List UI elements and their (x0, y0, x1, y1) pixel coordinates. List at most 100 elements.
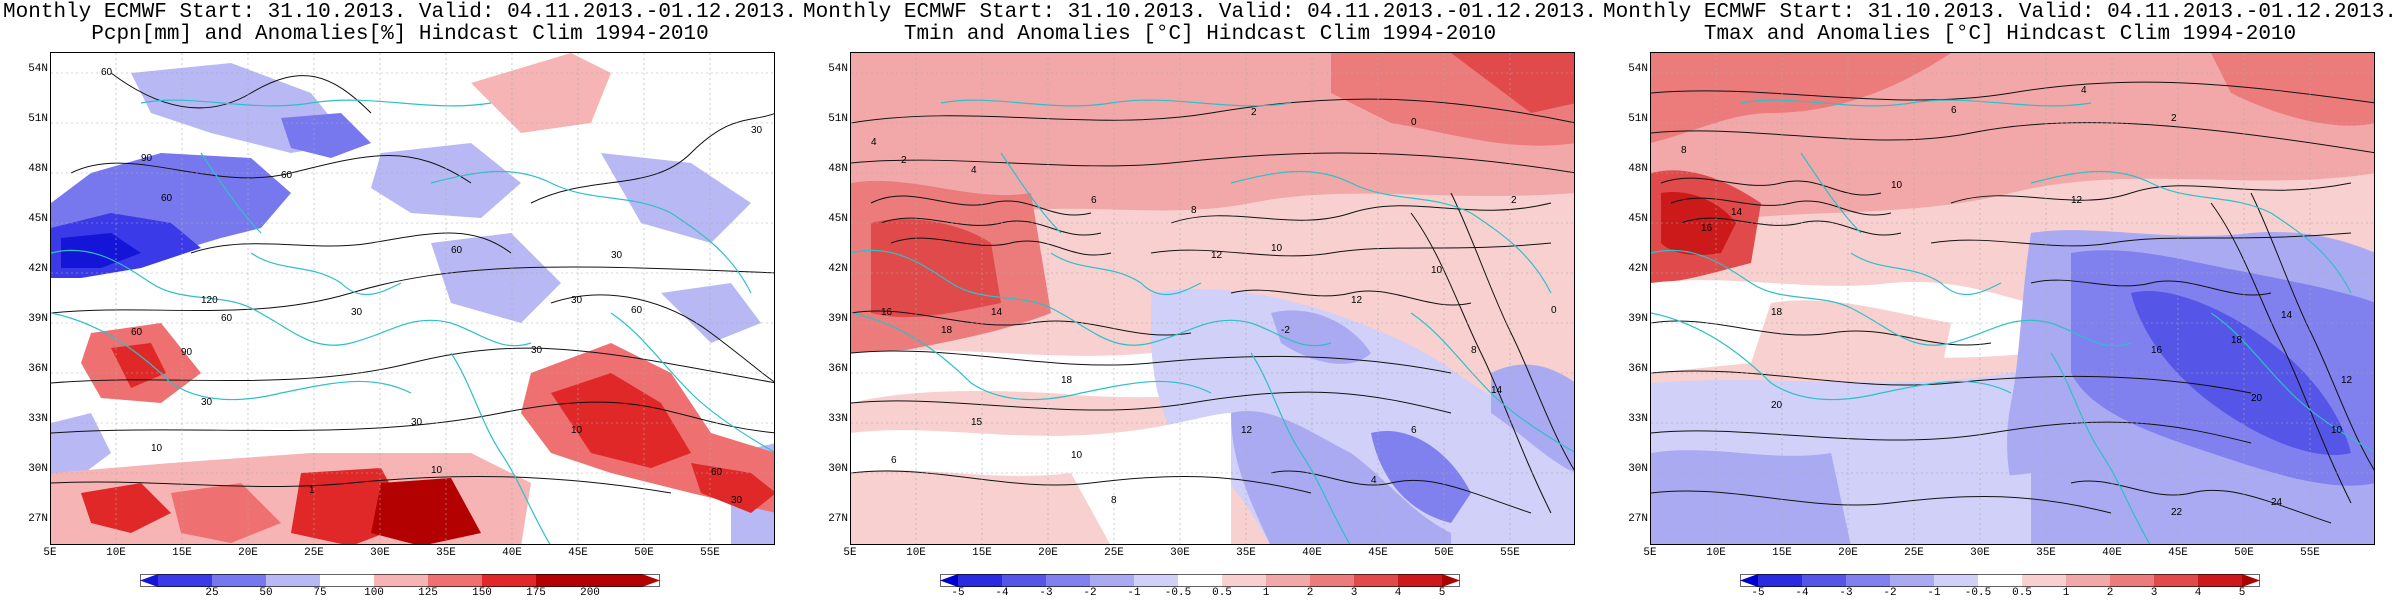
x-axis-label: 20E (1038, 547, 1058, 559)
x-axis-label: 40E (2102, 547, 2122, 559)
colorbar-swatch (1310, 574, 1354, 587)
contour-label: 16 (881, 307, 893, 318)
contour-label: 2 (901, 155, 907, 166)
colorbar-swatch (642, 574, 660, 587)
x-axis-label: 30E (370, 547, 390, 559)
colorbar (1740, 574, 2260, 587)
colorbar-swatch (2154, 574, 2198, 587)
x-axis-label: 40E (1302, 547, 1322, 559)
contour-label: 12 (2071, 195, 2083, 206)
panel-title-line1: Monthly ECMWF Start: 31.10.2013. Valid: … (803, 1, 1597, 24)
x-axis-label: 55E (1500, 547, 1520, 559)
y-axis-label: 30N (828, 463, 848, 475)
contour-label: 20 (2251, 393, 2263, 404)
x-axis-label: 55E (2300, 547, 2320, 559)
contour-label: 8 (1191, 205, 1197, 216)
y-axis-label: 45N (828, 213, 848, 225)
y-axis-label: 33N (1628, 413, 1648, 425)
colorbar-swatch (1266, 574, 1310, 587)
x-axis-label: 50E (1434, 547, 1454, 559)
panel-title-line2: Tmax and Anomalies [°C] Hindcast Clim 19… (1703, 23, 2297, 46)
contour-label: 60 (281, 170, 293, 181)
y-axis-label: 39N (28, 313, 48, 325)
contour-label: 30 (411, 417, 423, 428)
colorbar-label: 2 (2106, 587, 2114, 599)
colorbar-swatch (958, 574, 1002, 587)
contour-label: 14 (991, 307, 1003, 318)
contour-label: 18 (2231, 335, 2243, 346)
x-axis-label: 15E (172, 547, 192, 559)
contour-label: 4 (971, 165, 977, 176)
colorbar-label: -2 (1883, 587, 1897, 599)
x-axis-label: 45E (568, 547, 588, 559)
contour-label: 18 (941, 325, 953, 336)
colorbar-label: -3 (1039, 587, 1053, 599)
contour-label: 8 (1111, 495, 1117, 506)
colorbar-label: 200 (580, 587, 600, 599)
colorbar-label: -5 (1751, 587, 1765, 599)
contour-label: 6 (1951, 105, 1957, 116)
colorbar-swatch (2022, 574, 2066, 587)
x-axis-label: 45E (2168, 547, 2188, 559)
colorbar-label: 1 (1262, 587, 1270, 599)
colorbar-swatch (1740, 574, 1758, 587)
y-axis-label: 48N (28, 163, 48, 175)
contour-label: 30 (351, 307, 363, 318)
colorbar-label: 100 (364, 587, 384, 599)
contour-label: 30 (201, 397, 213, 408)
x-axis-label: 5E (843, 547, 857, 559)
contour-label: 18 (1061, 375, 1073, 386)
contour-label: 10 (1431, 265, 1443, 276)
colorbar-swatch (1090, 574, 1134, 587)
colorbar-label: -3 (1839, 587, 1853, 599)
colorbar-swatch (1002, 574, 1046, 587)
contour-label: 90 (141, 153, 153, 164)
contour-label: 0 (1411, 117, 1417, 128)
colorbar-swatch (1134, 574, 1178, 587)
contour-label: 10 (571, 425, 583, 436)
x-axis-label: 5E (43, 547, 57, 559)
colorbar-label: 25 (205, 587, 219, 599)
contour-label: 12 (2341, 375, 2353, 386)
x-axis-label: 20E (238, 547, 258, 559)
y-axis-label: 48N (1628, 163, 1648, 175)
colorbar-swatch (2198, 574, 2242, 587)
colorbar-swatch (1890, 574, 1934, 587)
contour-label: 60 (631, 305, 643, 316)
contour-label: 10 (2331, 425, 2343, 436)
colorbar-swatch (2242, 574, 2260, 587)
colorbar-label: 0.5 (2012, 587, 2032, 599)
x-axis-label: 35E (1236, 547, 1256, 559)
x-axis-label: 25E (1104, 547, 1124, 559)
y-axis-label: 36N (828, 363, 848, 375)
colorbar-label: 150 (472, 587, 492, 599)
panel-title-line2: Tmin and Anomalies [°C] Hindcast Clim 19… (903, 23, 1497, 46)
colorbar-label: 125 (418, 587, 438, 599)
contour-label: 60 (221, 313, 233, 324)
contour-label: 20 (1771, 400, 1783, 411)
map-canvas: 4 6 2 8 10 12 14 16 18 20 22 24 10 12 14… (1651, 53, 2374, 544)
contour-label: 60 (161, 193, 173, 204)
contour-label: 22 (2171, 507, 2183, 518)
contour-label: 120 (201, 295, 218, 306)
contour-label: 24 (2271, 497, 2283, 508)
y-axis-label: 42N (28, 263, 48, 275)
panel-title-line1: Monthly ECMWF Start: 31.10.2013. Valid: … (3, 1, 797, 24)
y-axis-label: 45N (28, 213, 48, 225)
contour-label: 60 (451, 245, 463, 256)
colorbar (140, 574, 660, 587)
panel-title-line2: Pcpn[mm] and Anomalies[%] Hindcast Clim … (91, 23, 709, 46)
colorbar-swatch (1398, 574, 1442, 587)
colorbar-swatch (1978, 574, 2022, 587)
x-axis-label: 30E (1970, 547, 1990, 559)
contour-label: 6 (1091, 195, 1097, 206)
map-canvas: 0 2 4 2 4 6 8 10 12 14 16 18 10 12 14 8 … (851, 53, 1574, 544)
contour-label: 1 (309, 485, 315, 496)
colorbar-label: -2 (1083, 587, 1097, 599)
contour-label: 10 (1891, 180, 1903, 191)
colorbar-swatch (266, 574, 320, 587)
contour-label: 15 (971, 417, 983, 428)
y-axis-label: 54N (28, 63, 48, 75)
contour-label: 8 (1681, 145, 1687, 156)
colorbar-label: 2 (1306, 587, 1314, 599)
